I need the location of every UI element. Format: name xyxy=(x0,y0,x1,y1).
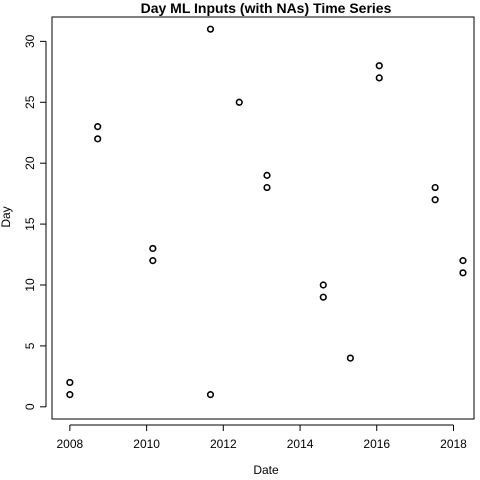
data-point xyxy=(263,183,271,192)
data-point xyxy=(149,257,157,265)
x-tick-label: 2014 xyxy=(287,437,314,451)
data-point xyxy=(206,391,215,399)
y-tick-label: 0 xyxy=(23,403,37,410)
data-point xyxy=(431,196,439,204)
plot-frame xyxy=(51,16,475,420)
x-tick-label: 2010 xyxy=(133,437,160,451)
data-point xyxy=(149,244,157,253)
data-point xyxy=(459,269,467,277)
data-point xyxy=(375,62,383,70)
data-point xyxy=(346,354,354,362)
data-point xyxy=(206,25,215,33)
data-point xyxy=(319,281,327,289)
data-points xyxy=(66,25,467,399)
y-axis-label: Day xyxy=(0,206,13,227)
data-point xyxy=(66,378,74,387)
y-tick-label: 5 xyxy=(23,342,37,349)
data-point xyxy=(263,171,271,179)
data-point xyxy=(319,293,327,301)
x-tick-label: 2012 xyxy=(210,437,237,451)
y-tick-label: 25 xyxy=(23,95,37,109)
data-point xyxy=(66,391,74,399)
x-tick-label: 2016 xyxy=(363,437,390,451)
x-axis: 2008 2010 2012 2014 2016 2018 xyxy=(57,424,467,451)
data-point xyxy=(94,135,102,143)
chart-title: Day ML Inputs (with NAs) Time Series xyxy=(141,0,392,16)
data-point xyxy=(235,98,243,106)
x-tick-label: 2018 xyxy=(440,437,467,451)
data-point xyxy=(459,257,467,265)
y-tick-label: 10 xyxy=(23,278,37,292)
y-tick-label: 30 xyxy=(23,34,37,48)
data-point xyxy=(431,183,439,192)
y-tick-label: 15 xyxy=(23,217,37,231)
y-tick-label: 20 xyxy=(23,156,37,170)
data-point xyxy=(94,123,102,131)
x-axis-label: Date xyxy=(253,463,279,477)
x-tick-label: 2008 xyxy=(57,437,84,451)
data-point xyxy=(375,74,383,82)
y-axis: 0 5 10 15 20 25 30 xyxy=(23,34,47,410)
